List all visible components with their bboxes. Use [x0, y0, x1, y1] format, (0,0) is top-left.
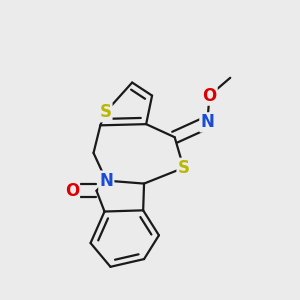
Text: S: S: [178, 159, 190, 177]
Text: N: N: [200, 113, 214, 131]
Text: S: S: [99, 103, 111, 121]
Text: N: N: [99, 172, 113, 190]
Text: O: O: [65, 182, 79, 200]
Text: O: O: [202, 87, 217, 105]
